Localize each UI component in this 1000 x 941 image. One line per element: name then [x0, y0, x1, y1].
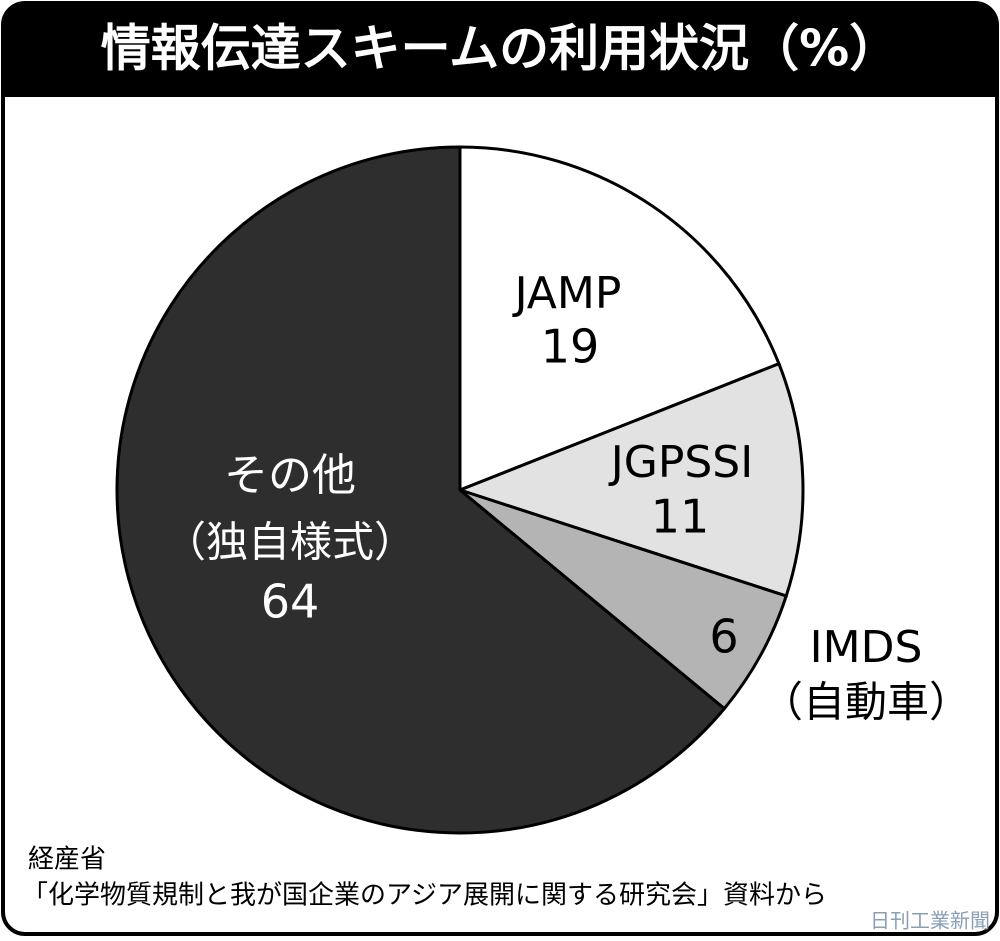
value-label: 64: [261, 575, 320, 629]
credit: 日刊工業新聞: [870, 909, 990, 933]
pie-slice: [455, 361, 805, 598]
pie-slice: [115, 145, 727, 835]
chart-title: 情報伝達スキームの利用状況（%）: [101, 20, 900, 78]
value-label: 11: [651, 490, 710, 544]
value-label: 19: [541, 320, 600, 374]
source: 「化学物質規制と我が国企業のアジア展開に関する研究会」資料から: [22, 881, 827, 911]
slice-label: JGPSSI: [608, 437, 753, 488]
slice-label: IMDS: [810, 622, 923, 673]
slice-note: （自動車）: [761, 678, 971, 727]
pie: [115, 145, 805, 835]
pie-slice: [458, 145, 781, 493]
slice-label: その他: [224, 450, 356, 501]
pie-slice: [459, 488, 789, 711]
source: 経産省: [28, 845, 106, 875]
value-label: 6: [709, 610, 738, 664]
slice-label: JAMP: [512, 268, 622, 319]
title-banner: [3, 3, 997, 97]
slice-note: （独自様式）: [164, 518, 416, 567]
